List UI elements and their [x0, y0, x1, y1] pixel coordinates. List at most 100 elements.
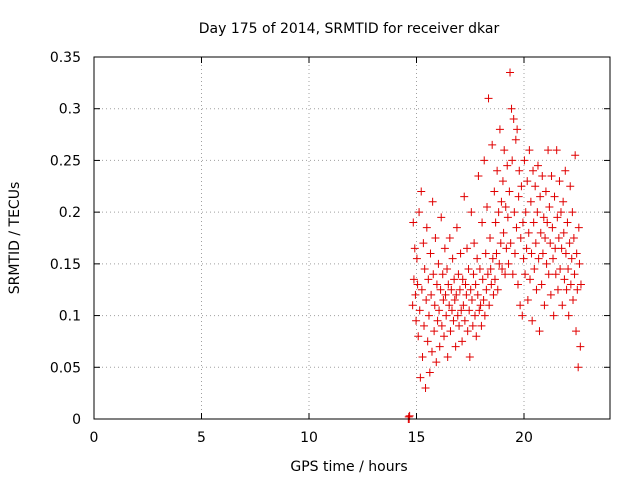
data-point [547, 171, 556, 180]
data-point [488, 140, 497, 149]
data-point [529, 218, 538, 227]
data-point [470, 311, 479, 320]
data-point [565, 239, 574, 248]
data-point [447, 306, 456, 315]
data-point [544, 270, 553, 279]
data-point [495, 125, 504, 134]
data-point [563, 218, 572, 227]
data-points [404, 68, 585, 423]
data-point [566, 182, 575, 191]
data-point [470, 239, 479, 248]
data-point [435, 306, 444, 315]
data-point [510, 249, 519, 258]
data-point [418, 352, 427, 361]
data-point [424, 275, 433, 284]
data-point [437, 321, 446, 330]
data-point [499, 228, 508, 237]
data-point [415, 208, 424, 217]
data-point [549, 311, 558, 320]
data-point [504, 259, 513, 268]
data-point [560, 275, 569, 284]
data-point [424, 311, 433, 320]
data-point [552, 146, 561, 155]
data-point [502, 244, 511, 253]
data-point [460, 192, 469, 201]
data-point [442, 311, 451, 320]
x-tick-label: 20 [515, 430, 533, 446]
data-point [517, 182, 526, 191]
data-point [469, 270, 478, 279]
data-point [555, 177, 564, 186]
data-point [414, 332, 423, 341]
data-point [509, 115, 518, 124]
data-point [536, 192, 545, 201]
data-point [462, 290, 471, 299]
data-point [465, 352, 474, 361]
data-point [463, 327, 472, 336]
data-point [574, 223, 583, 232]
data-point [486, 265, 495, 274]
data-point [532, 285, 541, 294]
x-tick-label: 15 [408, 430, 426, 446]
data-point [445, 234, 454, 242]
data-point [486, 234, 495, 242]
data-point [548, 223, 557, 232]
data-point [530, 265, 539, 274]
data-point [493, 166, 502, 175]
data-point [521, 208, 530, 217]
data-point [447, 285, 456, 294]
data-point [435, 342, 444, 351]
data-point [425, 368, 434, 377]
data-point [561, 166, 570, 175]
y-tick-label: 0.1 [59, 309, 81, 325]
data-point [431, 234, 440, 242]
data-point [557, 244, 566, 253]
data-point [460, 316, 469, 325]
data-point [531, 182, 540, 191]
data-point [501, 202, 510, 211]
data-point [464, 265, 473, 274]
data-point [433, 316, 442, 325]
data-point [463, 244, 472, 253]
data-point [432, 280, 441, 289]
data-point [506, 68, 515, 77]
data-point [566, 280, 575, 289]
data-point [429, 270, 438, 279]
data-point [508, 156, 517, 165]
data-point [512, 223, 521, 232]
data-point [410, 244, 419, 253]
data-point [513, 125, 522, 134]
data-point [553, 285, 562, 294]
data-point [436, 285, 445, 294]
y-tick-label: 0.25 [50, 153, 81, 169]
y-tick-label: 0.35 [50, 50, 81, 66]
data-point [492, 249, 501, 258]
data-point [507, 104, 516, 113]
data-point [490, 187, 499, 196]
data-point [523, 296, 532, 305]
data-point [543, 218, 552, 227]
data-point [567, 254, 576, 263]
data-point [411, 290, 420, 299]
data-point [513, 280, 522, 289]
data-point [576, 342, 585, 351]
data-point [569, 296, 578, 305]
data-point [409, 275, 418, 284]
data-point [415, 306, 424, 315]
data-point [575, 259, 584, 268]
data-point [572, 249, 581, 258]
data-point [523, 177, 532, 186]
x-tick-label: 5 [197, 430, 206, 446]
data-point [554, 234, 563, 242]
data-point [412, 316, 421, 325]
data-point [494, 208, 503, 217]
data-point [481, 249, 490, 258]
x-axis-label: GPS time / hours [290, 459, 407, 475]
data-point [515, 166, 524, 175]
data-point [556, 208, 565, 217]
data-point [522, 244, 531, 253]
data-point [459, 301, 468, 310]
data-point [519, 254, 528, 263]
data-point [564, 265, 573, 274]
